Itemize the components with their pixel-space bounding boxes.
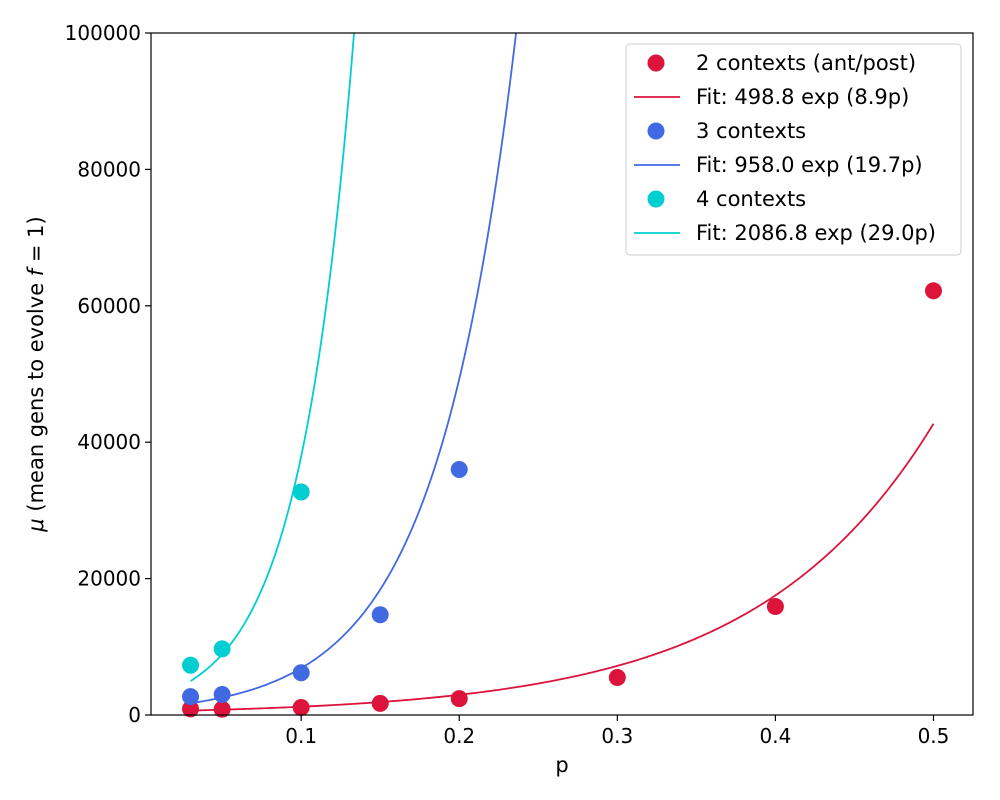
x-axis-label: p xyxy=(555,753,568,777)
legend-marker xyxy=(647,122,665,140)
x-tick-label: 0.5 xyxy=(918,724,950,748)
x-tick-label: 0.2 xyxy=(443,724,475,748)
y-axis-label-text: (mean gens to evolve xyxy=(24,276,48,511)
fit-line xyxy=(190,33,517,705)
data-point xyxy=(766,598,784,616)
legend-label: 3 contexts xyxy=(696,119,806,143)
y-axis-label-mu: μ xyxy=(24,518,48,532)
legend-label: Fit: 498.8 exp (8.9p) xyxy=(696,85,909,109)
data-point xyxy=(292,483,310,501)
plot-frame xyxy=(150,32,974,716)
data-point xyxy=(450,690,468,708)
y-tick-label: 80000 xyxy=(77,157,141,181)
legend-label: Fit: 958.0 exp (19.7p) xyxy=(696,153,923,177)
y-tick-label: 20000 xyxy=(77,567,141,591)
y-axis-label-f: f xyxy=(24,265,48,276)
legend-marker xyxy=(647,190,665,208)
x-axis-ticks: 0.1 0.2 0.3 0.4 0.5 xyxy=(285,715,949,748)
x-tick-label: 0.3 xyxy=(601,724,633,748)
data-point xyxy=(213,700,231,718)
legend-label: 2 contexts (ant/post) xyxy=(696,51,916,75)
data-point xyxy=(924,282,942,300)
data-points xyxy=(182,282,942,718)
data-point xyxy=(182,656,200,674)
legend-box xyxy=(625,43,962,256)
legend-label: 4 contexts xyxy=(696,187,806,211)
data-point xyxy=(292,698,310,716)
legend: 2 contexts (ant/post) Fit: 498.8 exp (8.9… xyxy=(625,43,962,256)
data-point xyxy=(450,460,468,478)
y-tick-label: 60000 xyxy=(77,294,141,318)
y-tick-label: 100000 xyxy=(65,21,141,45)
y-axis-label-main xyxy=(24,512,48,519)
data-point xyxy=(292,664,310,682)
y-axis-label-eq: = 1) xyxy=(24,216,48,269)
data-point xyxy=(213,686,231,704)
data-point xyxy=(608,668,626,686)
y-axis-label: μ (mean gens to evolve f = 1) xyxy=(24,216,48,532)
legend-label: Fit: 2086.8 exp (29.0p) xyxy=(696,221,936,245)
data-point xyxy=(371,694,389,712)
data-point xyxy=(371,606,389,624)
fit-line xyxy=(190,423,935,712)
x-tick-label: 0.4 xyxy=(759,724,791,748)
data-point xyxy=(213,640,231,658)
y-tick-label: 0 xyxy=(128,703,141,727)
x-tick-label: 0.1 xyxy=(285,724,317,748)
data-point xyxy=(182,688,200,706)
y-tick-label: 40000 xyxy=(77,430,141,454)
legend-marker xyxy=(647,54,665,72)
y-axis-ticks: 0 20000 40000 60000 80000 100000 xyxy=(65,21,151,727)
data-point xyxy=(182,700,200,718)
